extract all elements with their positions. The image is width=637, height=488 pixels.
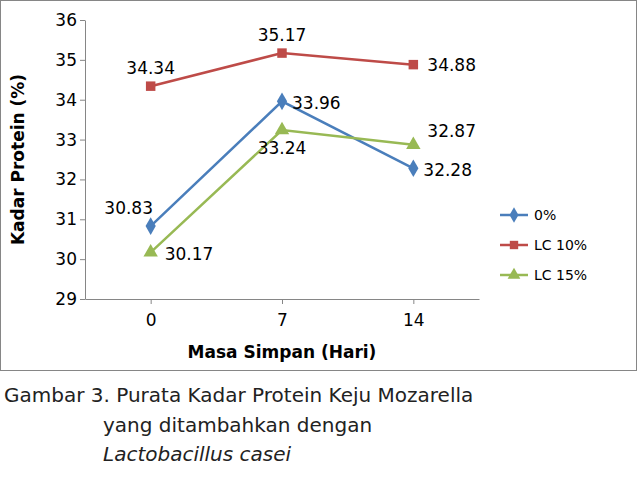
y-tick: 34 bbox=[55, 90, 85, 110]
y-tick-mark bbox=[80, 20, 85, 21]
plot-marks bbox=[143, 48, 420, 256]
data-label: 33.96 bbox=[292, 93, 341, 113]
series-marker bbox=[275, 122, 289, 134]
data-label: 35.17 bbox=[258, 25, 307, 45]
caption-line: Lactobacillus casei bbox=[103, 442, 292, 466]
y-tick: 32 bbox=[55, 169, 85, 189]
caption-line: yang ditambahkan dengan bbox=[103, 413, 372, 437]
series-marker bbox=[277, 92, 287, 110]
x-tick-label: 0 bbox=[146, 310, 157, 330]
x-tick: 0 bbox=[146, 299, 157, 330]
series-line bbox=[151, 101, 414, 226]
y-tick-label: 31 bbox=[55, 209, 77, 229]
series-marker bbox=[277, 48, 286, 57]
y-tick: 30 bbox=[55, 249, 85, 269]
chart: 29 30 31 32 33 34 35 36 0 7 14 Masa Simpan (Hari) Ka… bbox=[0, 0, 637, 488]
y-tick: 36 bbox=[55, 10, 85, 30]
y-tick: 33 bbox=[55, 130, 85, 150]
legend-item: LC 15% bbox=[500, 267, 587, 283]
legend-item: 0% bbox=[500, 207, 556, 223]
y-tick-label: 33 bbox=[55, 130, 77, 150]
legend: 0% LC 10% LC 15% bbox=[500, 207, 587, 283]
data-label: 30.83 bbox=[104, 198, 153, 218]
y-tick-label: 36 bbox=[55, 10, 77, 30]
y-axis-title: Kadar Protein (%) bbox=[8, 74, 28, 245]
y-tick-mark bbox=[80, 140, 85, 141]
series-marker bbox=[146, 81, 155, 90]
data-labels: 30.83 33.96 32.28 34.34 35.17 34.88 30.17 33.24… bbox=[104, 25, 476, 264]
data-label: 30.17 bbox=[165, 244, 214, 264]
y-axis: 29 30 31 32 33 34 35 36 bbox=[55, 10, 85, 309]
x-tick-mark bbox=[151, 299, 152, 304]
x-tick-label: 7 bbox=[277, 310, 288, 330]
legend-marker bbox=[510, 207, 519, 223]
legend-marker bbox=[510, 241, 518, 249]
series-marker bbox=[409, 60, 418, 69]
x-tick: 7 bbox=[277, 299, 288, 330]
y-axis-line bbox=[85, 21, 86, 300]
y-tick-mark bbox=[80, 100, 85, 101]
series-line bbox=[151, 130, 414, 252]
y-tick: 35 bbox=[55, 50, 85, 70]
y-tick-mark bbox=[80, 259, 85, 260]
y-tick: 31 bbox=[55, 209, 85, 229]
y-tick-label: 30 bbox=[55, 249, 77, 269]
series-marker bbox=[143, 244, 157, 256]
caption-line: Gambar 3. Purata Kadar Protein Keju Moza… bbox=[4, 383, 473, 407]
data-label: 34.88 bbox=[427, 55, 476, 75]
chart-frame bbox=[1, 1, 637, 371]
x-tick-mark bbox=[413, 299, 414, 304]
series-marker bbox=[408, 159, 418, 177]
series-marker bbox=[146, 217, 156, 235]
data-label: 32.87 bbox=[427, 121, 476, 141]
y-tick-label: 35 bbox=[55, 50, 77, 70]
y-tick-label: 29 bbox=[55, 289, 77, 309]
y-tick: 29 bbox=[55, 289, 85, 309]
y-tick-mark bbox=[80, 179, 85, 180]
x-axis: 0 7 14 bbox=[86, 299, 480, 330]
series-line bbox=[151, 53, 414, 86]
x-tick-label: 14 bbox=[403, 310, 425, 330]
data-label: 32.28 bbox=[423, 160, 472, 180]
legend-label: LC 15% bbox=[534, 267, 587, 283]
y-tick-label: 32 bbox=[55, 169, 77, 189]
data-label: 33.24 bbox=[258, 138, 307, 158]
y-tick-mark bbox=[80, 219, 85, 220]
legend-label: LC 10% bbox=[534, 237, 587, 253]
x-tick-mark bbox=[282, 299, 283, 304]
y-tick-mark bbox=[80, 60, 85, 61]
x-tick: 14 bbox=[403, 299, 425, 330]
series-marker bbox=[406, 136, 420, 148]
y-tick-label: 34 bbox=[55, 90, 77, 110]
x-axis-title: Masa Simpan (Hari) bbox=[188, 342, 377, 362]
y-tick-mark bbox=[80, 299, 85, 300]
legend-item: LC 10% bbox=[500, 237, 587, 253]
legend-marker bbox=[508, 268, 521, 279]
data-label: 34.34 bbox=[126, 58, 175, 78]
legend-label: 0% bbox=[534, 207, 556, 223]
